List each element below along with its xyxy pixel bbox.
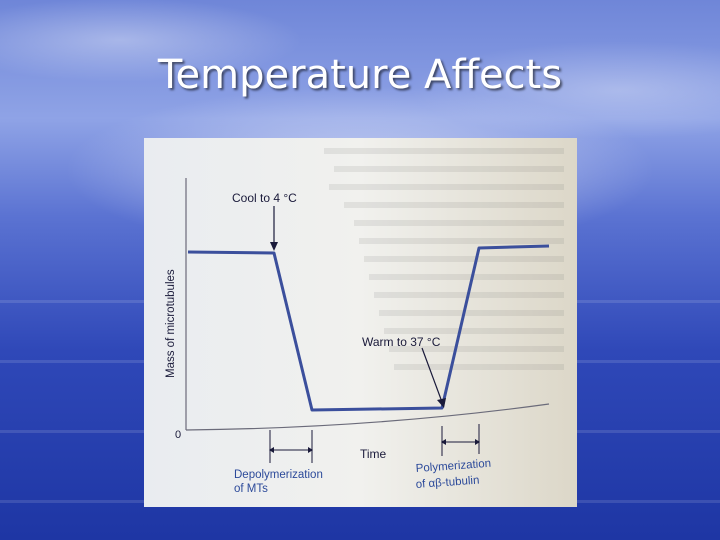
y-axis-label: Mass of microtubules xyxy=(165,269,177,378)
background-text-texture xyxy=(324,148,564,370)
slide-title: Temperature Affects xyxy=(157,52,563,98)
warm-arrow xyxy=(421,347,443,403)
x-axis xyxy=(185,403,550,431)
warm-arrow-head xyxy=(437,398,446,408)
cool-arrow-head xyxy=(270,242,278,251)
polymerization-arrow-right xyxy=(475,439,480,445)
microtubule-mass-curve xyxy=(187,244,550,412)
depolymerization-label-line1: Depolymerization xyxy=(234,469,323,481)
origin-label: 0 xyxy=(175,429,181,441)
depolymerization-label-line2: of MTs xyxy=(234,483,268,495)
cool-annotation: Cool to 4 °C xyxy=(232,191,297,205)
figure-image: Cool to 4 °C Warm to 37 °C 0 Time Mass o… xyxy=(144,138,577,507)
warm-annotation: Warm to 37 °C xyxy=(362,335,441,349)
depolymerization-arrow-left xyxy=(269,447,274,453)
polymerization-label-line2: of αβ-tubulin xyxy=(415,475,479,491)
x-axis-label: Time xyxy=(360,447,387,461)
polymerization-arrow-left xyxy=(441,439,446,445)
depolymerization-arrow-right xyxy=(308,447,313,453)
polymerization-label-line1: Polymerization xyxy=(415,458,491,475)
microtubule-diagram: Cool to 4 °C Warm to 37 °C 0 Time Mass o… xyxy=(165,148,564,495)
